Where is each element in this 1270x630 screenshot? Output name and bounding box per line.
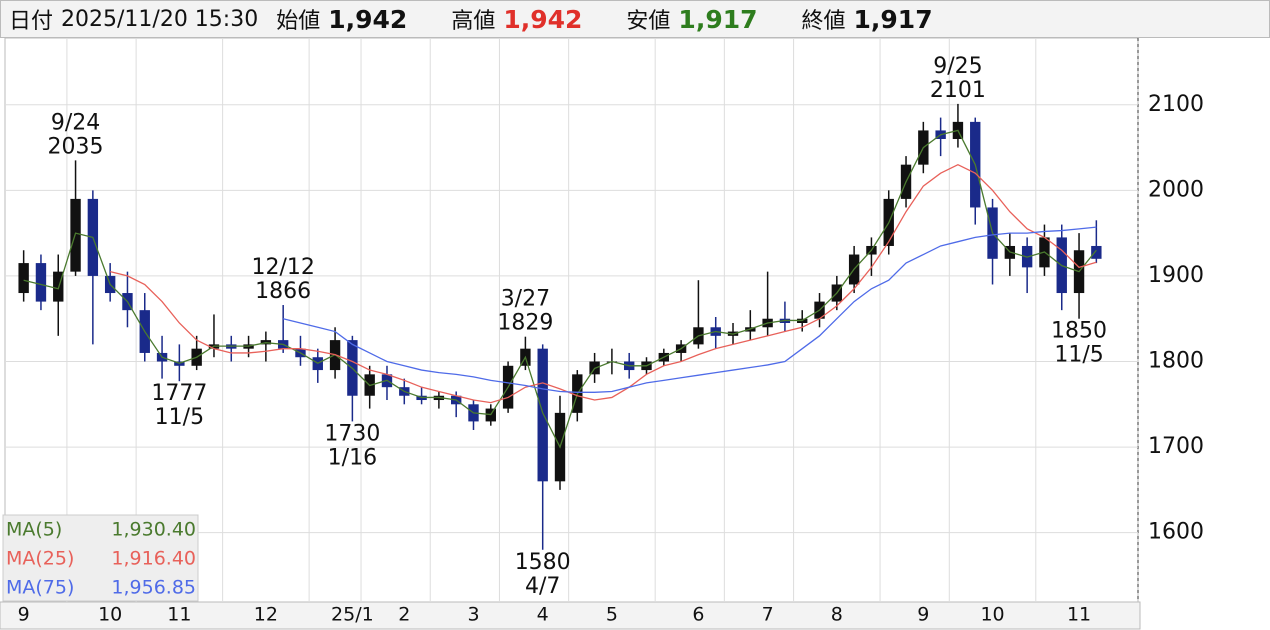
ma-line [110,163,1097,404]
annotation: 1829 [497,311,553,336]
annotation: 1850 [1051,319,1107,344]
annotation: 3/27 [501,287,550,312]
legend-box [2,514,199,602]
x-tick-label: 6 [692,604,704,626]
grid: 1600 1700 1800 1900 2000 2100 9 10 11 12 25/1 2 3 4 5 6… [5,38,1204,626]
x-tick-label: 9 [18,604,30,626]
field-label: 高値 [451,9,496,34]
x-tick-label: 3 [467,604,479,626]
annotation: 4/7 [525,574,560,599]
x-tick-label: 9 [917,604,929,626]
y-tick-label: 1900 [1148,263,1204,288]
y-tick-label: 1600 [1148,520,1204,545]
legend-value: 1,956.85 [111,577,196,599]
annotation: 9/24 [51,110,100,135]
header: 日付 2025/11/20 15:30 始値 1,942 高値 1,942 安値 1,91… [0,0,1270,38]
candle-body [537,348,548,482]
candle-body [35,263,47,302]
legend-value: 1,916.40 [111,548,196,570]
x-tick-label: 4 [537,604,549,626]
x-tick-label: 8 [831,604,843,626]
field-value: 1,917 [678,4,758,34]
y-tick-label: 2000 [1148,177,1204,202]
x-tick-label: 10 [980,604,1004,626]
annotation: 1580 [515,550,571,575]
annotation: 12/12 [251,255,314,280]
x-tick-label: 11 [1067,604,1091,626]
field-value: 1,942 [328,4,408,34]
y-tick-label: 1800 [1148,349,1204,374]
overlay: MA(5) 1,930.40 MA(25) 1,916.40 MA(75) 1,956.8… [2,54,1107,602]
field-label: 始値 [276,9,321,34]
annotation: 1866 [255,279,311,304]
legend-value: 1,930.40 [111,519,196,541]
field-value: 1,942 [503,4,583,34]
annotation: 11/5 [155,405,204,430]
ma-line [283,226,1097,393]
datetime: 2025/11/20 15:30 [61,6,259,32]
x-tick-label: 11 [167,604,191,626]
y-tick-label: 1700 [1148,434,1204,459]
x-tick-label: 10 [98,604,122,626]
legend-name: MA(25) [6,548,74,570]
x-tick-label: 12 [254,604,278,626]
x-tick-label: 5 [606,604,618,626]
annotation: 9/25 [933,54,982,79]
annotation: 2101 [930,78,986,103]
field-label: 終値 [801,9,846,34]
legend-name: MA(75) [6,577,74,599]
ma-line [23,129,1097,449]
field-value: 1,917 [853,4,933,34]
legend-name: MA(5) [6,519,62,541]
candle-body [1091,245,1102,259]
annotation: 1/16 [328,445,377,470]
x-tick-label: 25/1 [331,604,374,626]
x-axis-band [0,601,1141,630]
annotation: 2035 [48,134,104,159]
marks [18,103,1102,550]
date-label: 日付 [9,9,54,34]
candle-body [18,263,29,294]
y-tick-label: 2100 [1148,92,1204,117]
annotation: 1777 [151,381,207,406]
x-tick-label: 7 [762,604,774,626]
x-tick-label: 2 [398,604,410,626]
field-label: 安値 [626,9,671,34]
annotation: 11/5 [1054,343,1103,368]
annotation: 1730 [324,421,380,446]
